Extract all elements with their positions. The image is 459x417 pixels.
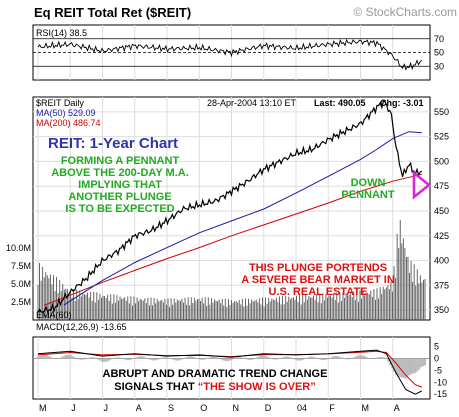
price-tick-label: 375 — [434, 280, 449, 290]
last-label: Last: 490.05 — [314, 98, 366, 108]
copyright-text: © StockCharts.com — [353, 5, 457, 19]
plunge-note-line-1: THIS PLUNGE PORTENDS — [249, 262, 387, 274]
macd-line — [37, 349, 423, 395]
month-axis: M J J A S O N D 04 F M A — [39, 403, 400, 413]
down-pennant-line-1: DOWN — [351, 177, 386, 189]
month-tick-label: A — [394, 403, 400, 413]
macd-note-line-2: SIGNALS THAT “THE SHOW IS OVER” — [114, 381, 315, 393]
price-tick-label: 550 — [434, 107, 449, 117]
price-tick-label: 525 — [434, 132, 449, 142]
macd-tick-label: 5 — [434, 342, 439, 352]
macd-note-prefix: SIGNALS THAT — [114, 381, 198, 393]
pennant-triangle-marker — [412, 170, 432, 200]
annotation-down-pennant: DOWN PENNANT — [341, 177, 394, 201]
rsi-line — [37, 38, 423, 71]
price-tick-label: 350 — [434, 305, 449, 315]
price-tick-label: 475 — [434, 181, 449, 191]
macd-note-line-1: ABRUPT AND DRAMATIC TREND CHANGE — [103, 368, 328, 380]
macd-tick-label: -10 — [434, 377, 447, 387]
rsi-tick-label: 50 — [434, 48, 444, 58]
price-tick-label: 425 — [434, 231, 449, 241]
price-axis: 550 525 500 475 450 425 400 375 350 — [434, 107, 449, 315]
macd-axis: 50 -5 -10 -15 — [434, 342, 447, 400]
price-tick-label: 450 — [434, 206, 449, 216]
annotation-plunge-note: THIS PLUNGE PORTENDS A SEVERE BEAR MARKE… — [241, 262, 395, 298]
ma50-line — [63, 131, 422, 306]
macd-tick-label: -15 — [434, 389, 447, 399]
month-tick-label: N — [233, 403, 240, 413]
pennant-note-line-2: ABOVE THE 200-DAY M.A. — [51, 167, 189, 179]
month-tick-label: F — [329, 403, 335, 413]
ema-label: EMA(60) — [36, 310, 72, 320]
month-tick-label: S — [168, 403, 174, 413]
plunge-note-line-3: U.S. REAL ESTATE — [268, 286, 367, 298]
chart-lines — [37, 38, 426, 395]
annotation-chart-title: REIT: 1-Year Chart — [48, 135, 178, 152]
month-tick-label: O — [200, 403, 207, 413]
down-pennant-line-2: PENNANT — [341, 189, 394, 201]
pennant-note-line-4: ANOTHER PLUNGE — [68, 191, 171, 203]
ma50-label: MA(50) 529.09 — [36, 108, 96, 118]
month-tick-label: M — [362, 403, 370, 413]
month-tick-label: J — [104, 403, 109, 413]
symbol-label: $REIT Daily — [36, 98, 84, 108]
chg-label: Chg: -3.01 — [380, 98, 424, 108]
macd-tick-label: -5 — [434, 365, 442, 375]
volume-tick-label: 2.5M — [11, 297, 31, 307]
pennant-note-line-1: FORMING A PENNANT — [61, 155, 180, 167]
macd-note-quote: “THE SHOW IS OVER” — [198, 381, 316, 393]
volume-tick-label: 10.0M — [6, 243, 31, 253]
rsi-tick-label: 30 — [434, 61, 444, 71]
ma200-line — [44, 173, 422, 306]
macd-label: MACD(12,26,9) -13.65 — [36, 322, 127, 332]
chart-header-title: Eq REIT Total Ret ($REIT) — [34, 5, 191, 20]
ma200-label: MA(200) 486.74 — [36, 118, 101, 128]
plunge-note-line-2: A SEVERE BEAR MARKET IN — [241, 274, 395, 286]
month-tick-label: A — [136, 403, 142, 413]
volume-axis: 10.0M 7.5M 5.0M 2.5M — [6, 243, 31, 307]
month-tick-label: 04 — [297, 403, 307, 413]
price-tick-label: 500 — [434, 156, 449, 166]
price-line — [37, 100, 423, 313]
volume-tick-label: 7.5M — [11, 261, 31, 271]
month-tick-label: D — [265, 403, 272, 413]
macd-tick-label: 0 — [434, 353, 439, 363]
price-tick-label: 400 — [434, 256, 449, 266]
rsi-axis: 70 50 30 — [434, 34, 444, 72]
volume-tick-label: 5.0M — [11, 279, 31, 289]
month-tick-label: M — [39, 403, 47, 413]
gridlines — [33, 25, 430, 399]
month-tick-label: J — [71, 403, 76, 413]
annotation-pennant-note: FORMING A PENNANT ABOVE THE 200-DAY M.A.… — [51, 155, 189, 215]
rsi-label: RSI(14) 38.5 — [36, 28, 87, 38]
date-label: 28-Apr-2004 13:10 ET — [207, 98, 297, 108]
rsi-tick-label: 70 — [434, 34, 444, 44]
pennant-note-line-5: IS TO BE EXPECTED — [65, 203, 174, 215]
pennant-note-line-3: IMPLYING THAT — [78, 179, 162, 191]
